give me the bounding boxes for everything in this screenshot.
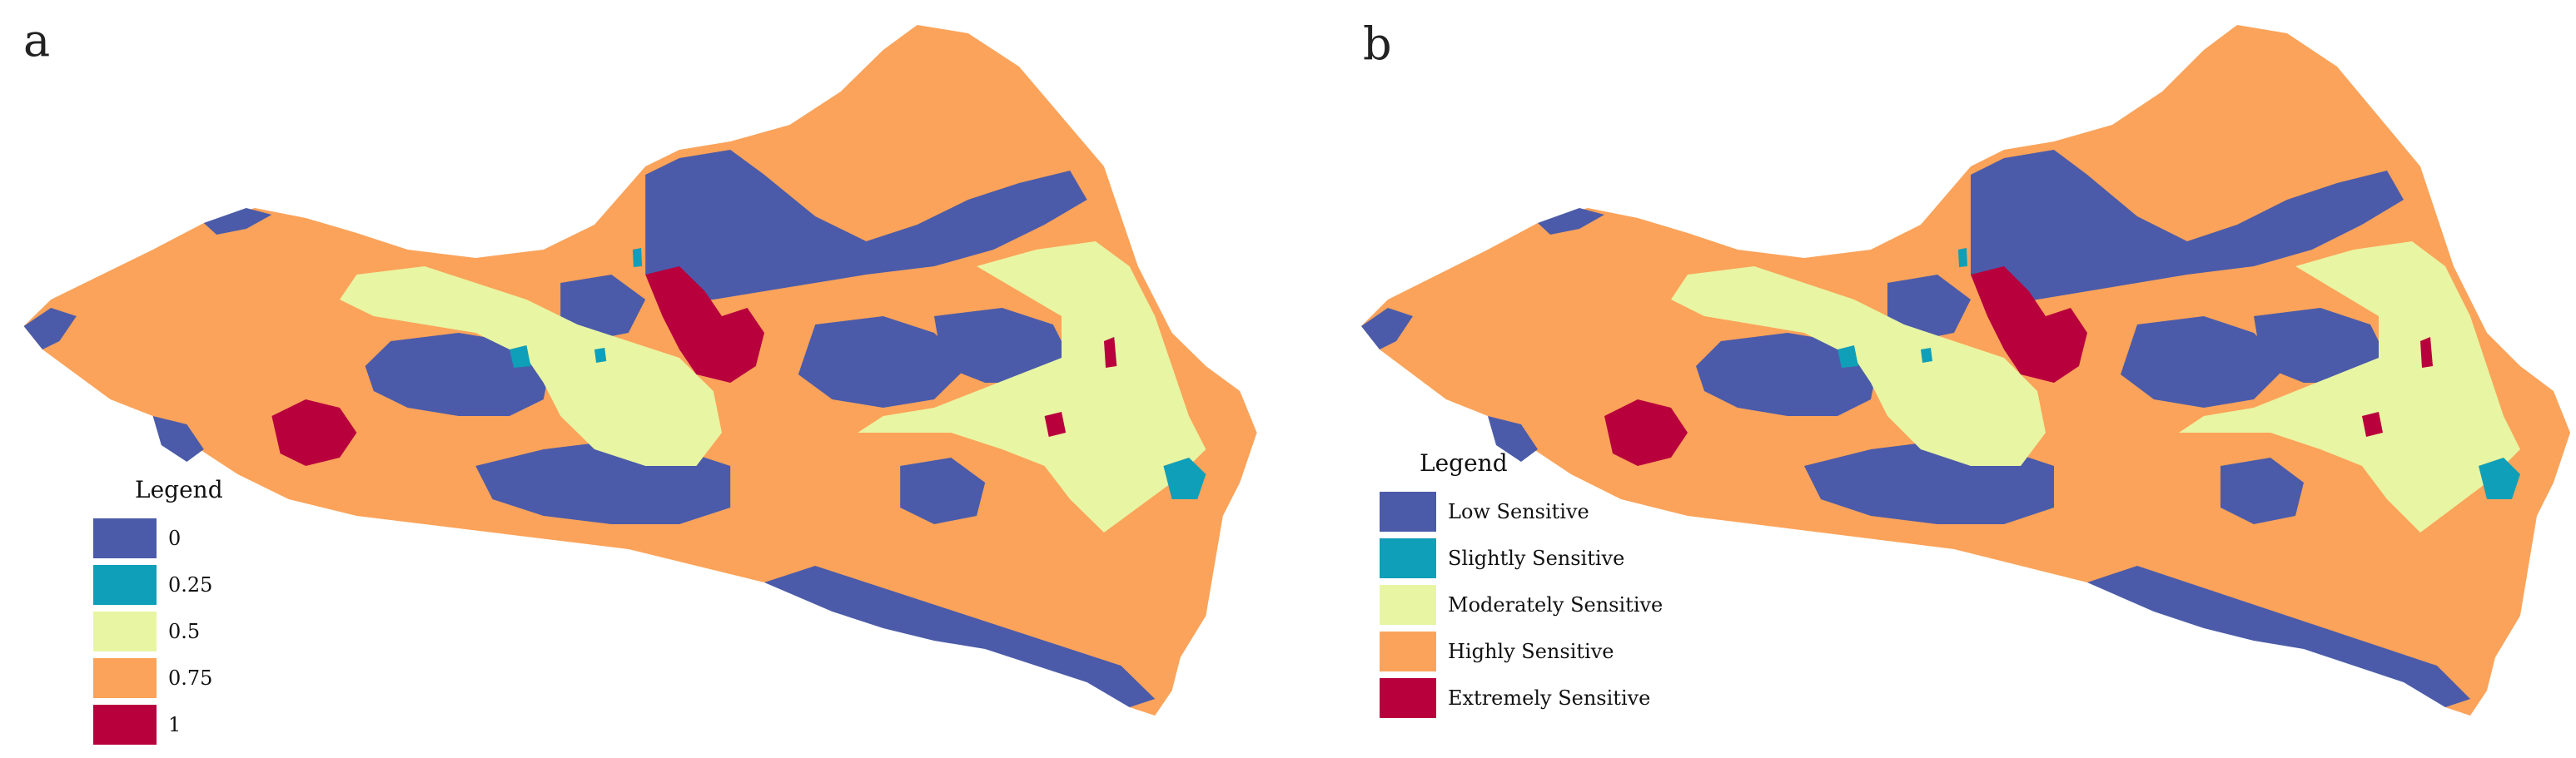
legend-item: 0.5 — [93, 608, 223, 655]
legend-label: 0.25 — [168, 573, 213, 597]
map-panel-b: b Legend Low Sensitive Slightly Sensitiv… — [1288, 0, 2576, 758]
legend-label: Slightly Sensitive — [1448, 547, 1625, 570]
legend-item: 1 — [93, 701, 223, 748]
legend-item: Low Sensitive — [1380, 488, 1663, 535]
panel-label-a: a — [23, 14, 51, 67]
legend-swatch — [1380, 492, 1436, 532]
legend-swatch — [93, 565, 157, 605]
legend-title: Legend — [1420, 449, 1508, 477]
legend-swatch — [1380, 538, 1436, 578]
legend-label: 0 — [168, 527, 182, 550]
legend-swatch — [93, 612, 157, 651]
legend-a: Legend 0 0.25 0.5 0.75 1 — [93, 476, 223, 748]
legend-label: Moderately Sensitive — [1448, 593, 1663, 617]
legend-swatch — [93, 705, 157, 745]
legend-item: 0.25 — [93, 562, 223, 608]
legend-label: Extremely Sensitive — [1448, 686, 1651, 710]
legend-label: 0.5 — [168, 620, 201, 643]
legend-item: Slightly Sensitive — [1380, 535, 1663, 582]
legend-item: Extremely Sensitive — [1380, 675, 1663, 721]
legend-label: 0.75 — [168, 666, 213, 690]
legend-swatch — [93, 518, 157, 558]
legend-b: Legend Low Sensitive Slightly Sensitive … — [1380, 449, 1663, 721]
legend-swatch — [1380, 585, 1436, 625]
legend-item: 0.75 — [93, 655, 223, 701]
legend-item: Moderately Sensitive — [1380, 582, 1663, 628]
legend-label: Low Sensitive — [1448, 500, 1589, 523]
legend-swatch — [93, 658, 157, 698]
legend-swatch — [1380, 632, 1436, 671]
legend-item: 0 — [93, 515, 223, 562]
legend-title: Legend — [135, 476, 223, 503]
legend-swatch — [1380, 678, 1436, 718]
legend-label: Highly Sensitive — [1448, 640, 1614, 663]
panel-label-b: b — [1363, 17, 1392, 70]
map-panel-a: a Legend 0 0.25 0.5 0.75 1 — [23, 14, 1257, 748]
legend-item: Highly Sensitive — [1380, 628, 1663, 675]
legend-label: 1 — [168, 713, 182, 736]
